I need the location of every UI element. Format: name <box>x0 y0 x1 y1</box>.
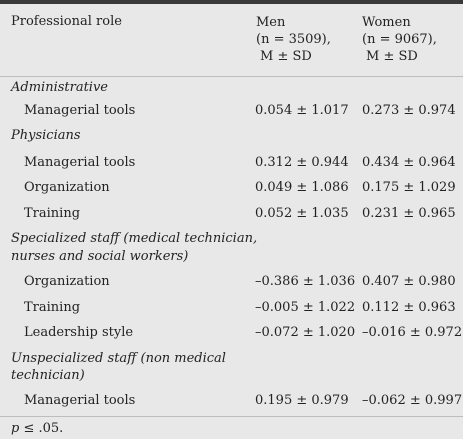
group-label-unspecialized-line2: technician) <box>11 368 85 383</box>
row-label: Leadership style <box>24 325 134 340</box>
men-value: 0.312 ± 0.944 <box>255 155 349 170</box>
row-label: Training <box>24 300 81 315</box>
row-label: Managerial tools <box>24 393 136 408</box>
women-value: 0.231 ± 0.965 <box>362 206 456 221</box>
women-value: 0.273 ± 0.974 <box>362 103 456 118</box>
men-value: 0.054 ± 1.017 <box>255 103 349 118</box>
header-women: Women (n = 9067), M ± SD <box>362 14 437 65</box>
group-label-unspecialized-line1: Unspecialized staff (non medical <box>11 351 226 366</box>
header-men: Men (n = 3509), M ± SD <box>256 14 331 65</box>
row-label: Organization <box>24 274 110 289</box>
women-value: –0.016 ± 0.972 <box>362 325 463 340</box>
women-value: 0.175 ± 1.029 <box>362 180 456 195</box>
header-women-label: Women <box>362 15 411 30</box>
table-footnote: p ≤ .05. <box>11 421 63 436</box>
footnote-rest: ≤ .05. <box>19 421 64 436</box>
men-value: 0.052 ± 1.035 <box>255 206 349 221</box>
row-label: Managerial tools <box>24 103 136 118</box>
row-label: Organization <box>24 180 110 195</box>
row-label: Training <box>24 206 81 221</box>
group-label-administrative: Administrative <box>11 80 109 95</box>
women-value: –0.062 ± 0.997 <box>362 393 463 408</box>
table-top-rule <box>0 0 463 4</box>
men-value: 0.049 ± 1.086 <box>255 180 349 195</box>
men-value: 0.195 ± 0.979 <box>255 393 349 408</box>
men-value: –0.386 ± 1.036 <box>255 274 356 289</box>
header-women-n: (n = 9067), <box>362 32 437 47</box>
header-men-n: (n = 3509), <box>256 32 331 47</box>
table-header: Professional role Men (n = 3509), M ± SD… <box>0 4 463 77</box>
women-value: 0.434 ± 0.964 <box>362 155 456 170</box>
table-bottom-rule <box>0 416 463 417</box>
header-women-stat: M ± SD <box>366 49 418 64</box>
header-men-label: Men <box>256 15 286 30</box>
group-label-specialized-line2: nurses and social workers) <box>11 249 189 264</box>
footnote-p: p <box>11 421 20 436</box>
header-professional-role: Professional role <box>11 14 122 29</box>
group-label-specialized-line1: Specialized staff (medical technician, <box>11 231 258 246</box>
women-value: 0.407 ± 0.980 <box>362 274 456 289</box>
men-value: –0.072 ± 1.020 <box>255 325 356 340</box>
women-value: 0.112 ± 0.963 <box>362 300 456 315</box>
men-value: –0.005 ± 1.022 <box>255 300 356 315</box>
header-men-stat: M ± SD <box>260 49 312 64</box>
group-label-physicians: Physicians <box>11 128 81 143</box>
row-label: Managerial tools <box>24 155 136 170</box>
